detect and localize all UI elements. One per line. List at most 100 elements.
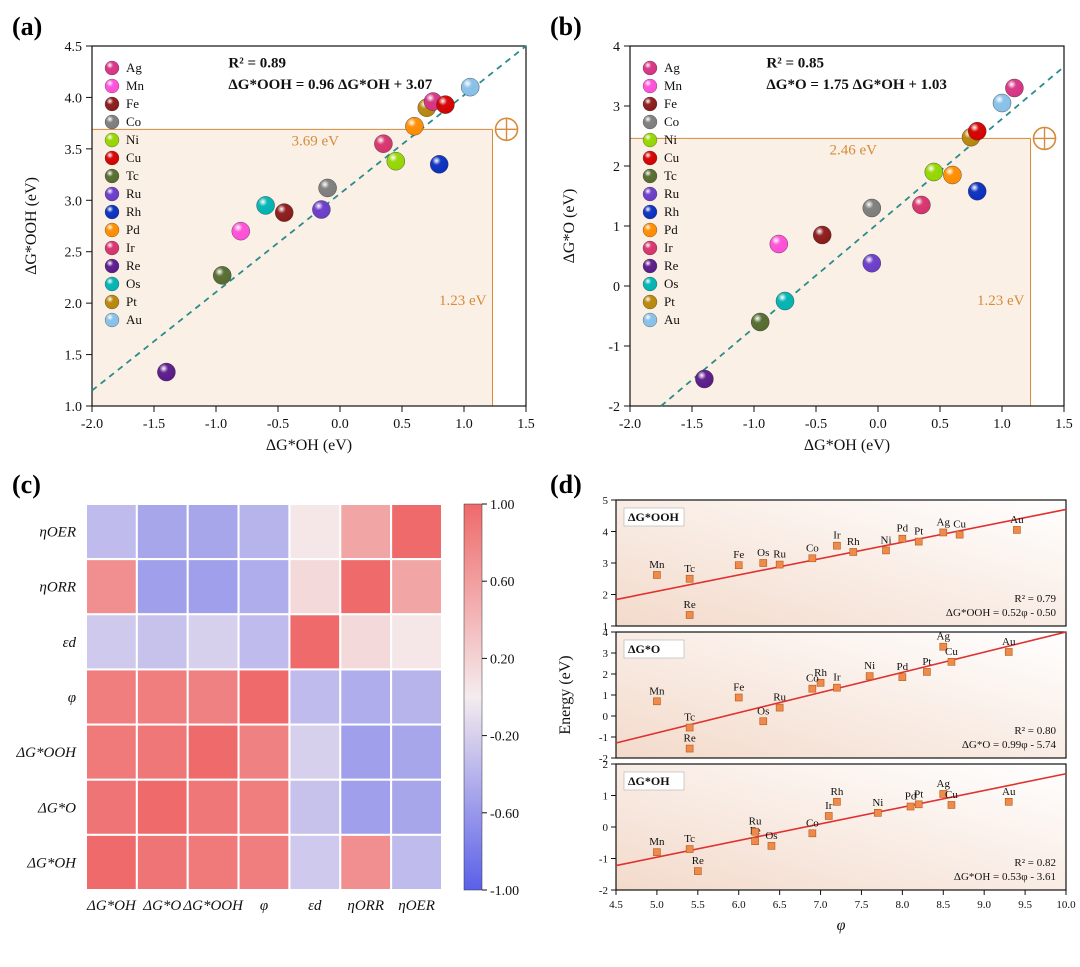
svg-text:ΔG*OOH = 0.52φ - 0.50: ΔG*OOH = 0.52φ - 0.50 [946, 607, 1057, 619]
svg-text:6.0: 6.0 [732, 899, 746, 911]
svg-text:10.0: 10.0 [1056, 899, 1076, 911]
svg-text:ΔG*OOH: ΔG*OOH [628, 510, 680, 524]
svg-text:1.0: 1.0 [455, 417, 473, 432]
svg-text:3.0: 3.0 [65, 194, 83, 209]
svg-text:Pt: Pt [664, 294, 675, 309]
svg-text:Co: Co [806, 673, 819, 685]
svg-text:-1: -1 [599, 732, 608, 744]
svg-text:ΔG*O: ΔG*O [142, 898, 181, 914]
svg-text:0: 0 [603, 711, 609, 723]
svg-text:Pt: Pt [914, 526, 923, 538]
svg-text:Mn: Mn [649, 836, 665, 848]
multi-scatter-d: Energy (eV)12345ΔG*OOHR² = 0.79ΔG*OOH = … [550, 470, 1080, 940]
svg-text:1.0: 1.0 [65, 400, 83, 415]
svg-text:ΔG*O = 1.75 ΔG*OH + 1.03: ΔG*O = 1.75 ΔG*OH + 1.03 [766, 77, 947, 93]
svg-text:Mn: Mn [664, 78, 683, 93]
svg-text:ΔG*OOH = 0.96 ΔG*OH + 3.07: ΔG*OOH = 0.96 ΔG*OH + 3.07 [228, 77, 432, 93]
svg-text:Ag: Ag [937, 516, 951, 528]
svg-text:Rh: Rh [664, 204, 680, 219]
svg-text:1.23 eV: 1.23 eV [439, 293, 487, 309]
svg-text:6.5: 6.5 [773, 899, 787, 911]
svg-text:Ni: Ni [664, 132, 677, 147]
svg-text:1.5: 1.5 [517, 417, 535, 432]
svg-text:Co: Co [664, 114, 679, 129]
svg-text:ΔG*O: ΔG*O [628, 642, 660, 656]
svg-text:0.60: 0.60 [490, 575, 515, 590]
svg-text:3: 3 [613, 100, 620, 115]
svg-text:ηORR: ηORR [39, 580, 76, 596]
svg-text:2.46 eV: 2.46 eV [829, 142, 877, 158]
svg-text:-1.0: -1.0 [205, 417, 227, 432]
svg-text:Fe: Fe [733, 549, 744, 561]
svg-text:-1: -1 [608, 340, 620, 355]
panel-d-label: (d) [550, 470, 582, 500]
svg-text:Re: Re [684, 599, 696, 611]
svg-text:ΔG*OOH: ΔG*OOH [182, 898, 244, 914]
svg-text:3: 3 [603, 648, 609, 660]
svg-text:Fe: Fe [126, 96, 139, 111]
svg-text:ΔG*O: ΔG*O [37, 800, 76, 816]
svg-text:3.5: 3.5 [65, 143, 83, 158]
svg-text:Ru: Ru [749, 816, 762, 828]
figure-grid: (a) -2.0-1.5-1.0-0.50.00.51.01.51.01.52.… [12, 12, 1068, 940]
svg-text:φ: φ [260, 898, 268, 914]
svg-text:1: 1 [613, 220, 620, 235]
scatter-plot-a: -2.0-1.5-1.0-0.50.00.51.01.51.01.52.02.5… [12, 12, 542, 462]
svg-text:3: 3 [603, 558, 609, 570]
svg-text:Cu: Cu [664, 150, 680, 165]
svg-text:Cu: Cu [126, 150, 142, 165]
svg-text:-2: -2 [599, 885, 608, 897]
svg-text:Cu: Cu [945, 646, 958, 658]
svg-text:Rh: Rh [847, 536, 860, 548]
panel-a-label: (a) [12, 12, 42, 42]
svg-text:0.0: 0.0 [869, 417, 887, 432]
svg-text:5: 5 [603, 495, 609, 507]
svg-text:5.0: 5.0 [650, 899, 664, 911]
svg-text:2.5: 2.5 [65, 246, 83, 261]
panel-b-label: (b) [550, 12, 582, 42]
panel-c: (c) ηOERηORRεdφΔG*OOHΔG*OΔG*OHΔG*OHΔG*OΔ… [12, 470, 542, 940]
svg-text:Pd: Pd [126, 222, 140, 237]
svg-text:Ru: Ru [773, 549, 786, 561]
panel-c-label: (c) [12, 470, 41, 500]
svg-text:Pd: Pd [897, 661, 909, 673]
svg-text:Rh: Rh [830, 786, 843, 798]
svg-text:0.20: 0.20 [490, 652, 515, 667]
scatter-plot-b: -2.0-1.5-1.0-0.50.00.51.01.5-2-101234ΔG*… [550, 12, 1080, 462]
svg-text:-1.0: -1.0 [743, 417, 765, 432]
svg-text:φ: φ [68, 690, 76, 706]
svg-text:Os: Os [765, 830, 777, 842]
svg-text:9.5: 9.5 [1018, 899, 1032, 911]
svg-text:0.5: 0.5 [393, 417, 411, 432]
svg-text:ΔG*OH: ΔG*OH [628, 774, 670, 788]
svg-text:Ir: Ir [126, 240, 135, 255]
svg-text:5.5: 5.5 [691, 899, 705, 911]
svg-text:-1.00: -1.00 [490, 884, 519, 899]
svg-text:Ni: Ni [864, 660, 875, 672]
svg-text:-0.60: -0.60 [490, 807, 519, 822]
svg-text:1: 1 [603, 690, 609, 702]
svg-text:-0.5: -0.5 [267, 417, 289, 432]
svg-text:Ag: Ag [937, 631, 951, 643]
svg-text:Re: Re [126, 258, 141, 273]
svg-text:Mn: Mn [649, 559, 665, 571]
heatmap-c: ηOERηORRεdφΔG*OOHΔG*OΔG*OHΔG*OHΔG*OΔG*OO… [12, 470, 542, 940]
svg-text:8.0: 8.0 [895, 899, 909, 911]
svg-text:Pt: Pt [914, 788, 923, 800]
svg-text:Cu: Cu [945, 789, 958, 801]
svg-text:-0.20: -0.20 [490, 730, 519, 745]
svg-text:-1: -1 [599, 854, 608, 866]
svg-text:Tc: Tc [684, 833, 695, 845]
svg-text:εd: εd [308, 898, 322, 914]
svg-text:Os: Os [757, 705, 769, 717]
panel-b: (b) -2.0-1.5-1.0-0.50.00.51.01.5-2-10123… [550, 12, 1080, 462]
svg-text:Os: Os [664, 276, 678, 291]
svg-text:ΔG*OH: ΔG*OH [26, 855, 77, 871]
svg-text:0: 0 [613, 280, 620, 295]
svg-text:Ru: Ru [126, 186, 142, 201]
svg-text:Ir: Ir [664, 240, 673, 255]
svg-text:-2.0: -2.0 [81, 417, 103, 432]
svg-text:4.0: 4.0 [65, 91, 83, 106]
svg-text:ΔG*OH (eV): ΔG*OH (eV) [804, 437, 890, 454]
svg-text:8.5: 8.5 [936, 899, 950, 911]
